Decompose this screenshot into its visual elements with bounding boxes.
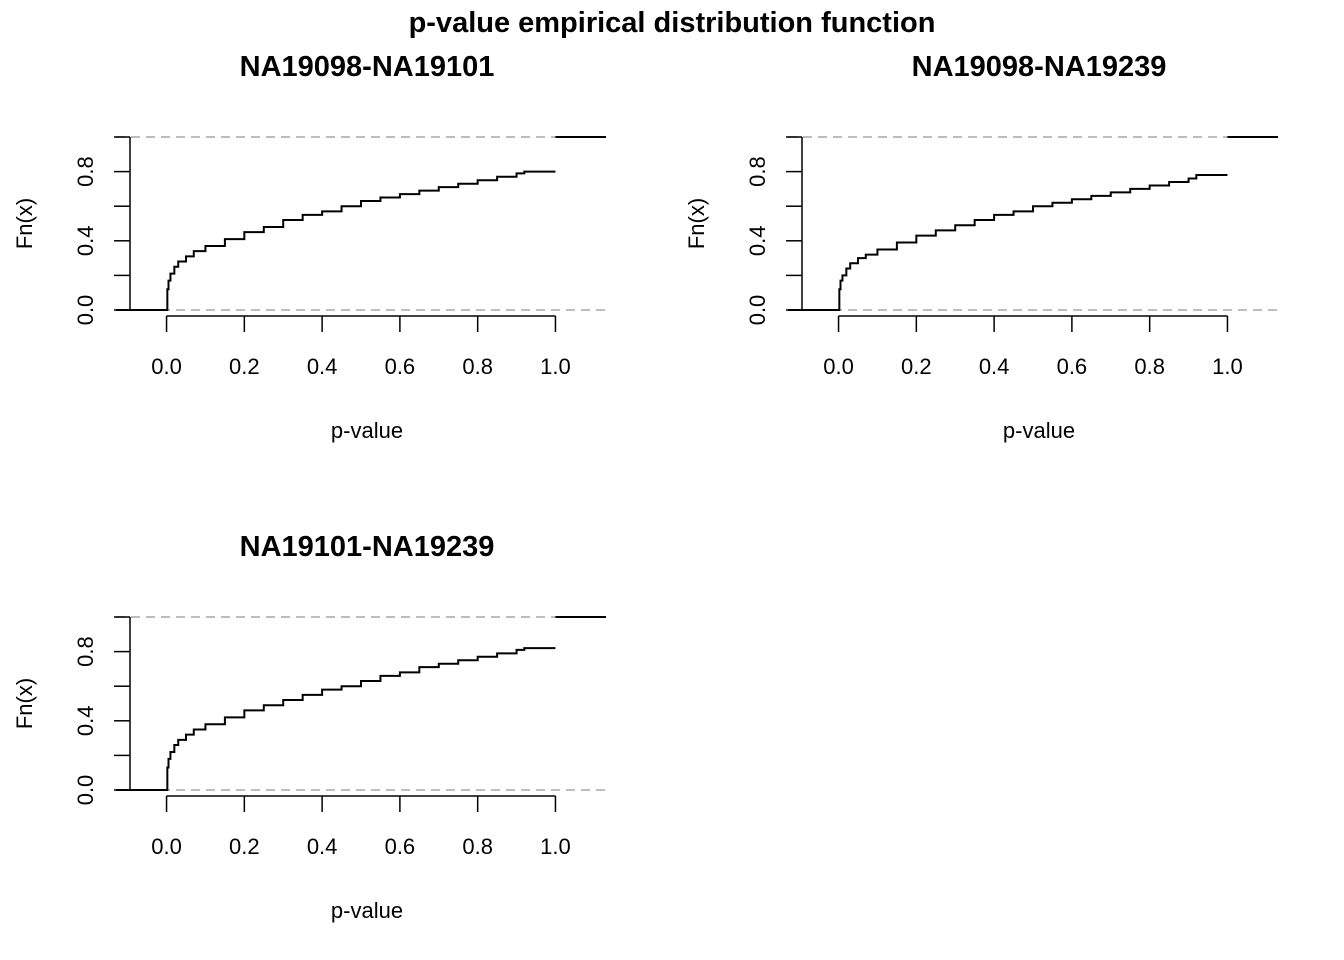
y-tick-label: 0.4 [73,226,98,257]
x-tick-label: 0.6 [385,834,416,859]
x-tick-label: 1.0 [1212,354,1243,379]
ecdf-panel: NA19101-NA19239 0.0 0.4 0.8 0.0 0.2 0.4 0.6 0.8 1… [12,531,606,923]
y-tick-label: 0.0 [745,295,770,326]
x-axis-label: p-value [331,898,403,923]
panel-title: NA19098-NA19239 [912,51,1167,83]
panel-title: NA19101-NA19239 [240,531,495,563]
y-axis-label: Fn(x) [12,198,37,249]
panel-title: NA19098-NA19101 [240,51,495,83]
y-axis-label: Fn(x) [684,198,709,249]
x-tick-label: 0.4 [307,354,338,379]
x-axis-label: p-value [1003,418,1075,443]
x-axis-label: p-value [331,418,403,443]
y-tick-label: 0.0 [73,775,98,806]
y-tick-label: 0.8 [73,156,98,187]
x-tick-label: 1.0 [540,834,571,859]
x-tick-label: 0.8 [1134,354,1165,379]
x-tick-label: 0.0 [151,354,182,379]
y-tick-label: 0.0 [73,295,98,326]
x-tick-label: 0.8 [462,834,493,859]
x-tick-label: 0.6 [385,354,416,379]
x-tick-label: 0.0 [823,354,854,379]
ecdf-step-line [116,647,556,791]
x-tick-label: 0.6 [1057,354,1088,379]
x-tick-label: 0.8 [462,354,493,379]
x-tick-label: 0.2 [901,354,932,379]
chart-panels: NA19098-NA19101 0.0 0.4 0.8 0.0 0.2 0.4 0.6 0.8 1… [12,51,1278,923]
y-tick-label: 0.8 [745,156,770,187]
x-tick-label: 0.4 [307,834,338,859]
ecdf-panel: NA19098-NA19101 0.0 0.4 0.8 0.0 0.2 0.4 0.6 0.8 1… [12,51,606,443]
figure-title: p-value empirical distribution function [409,7,936,39]
ecdf-step-line [788,174,1228,311]
x-tick-label: 0.2 [229,354,260,379]
ecdf-step-line [116,170,556,311]
y-tick-label: 0.4 [745,226,770,257]
x-tick-label: 1.0 [540,354,571,379]
y-tick-label: 0.8 [73,636,98,667]
ecdf-panel: NA19098-NA19239 0.0 0.4 0.8 0.0 0.2 0.4 0.6 0.8 1… [684,51,1278,443]
x-tick-label: 0.4 [979,354,1010,379]
x-tick-label: 0.0 [151,834,182,859]
x-tick-label: 0.2 [229,834,260,859]
y-tick-label: 0.4 [73,706,98,737]
y-axis-label: Fn(x) [12,678,37,729]
